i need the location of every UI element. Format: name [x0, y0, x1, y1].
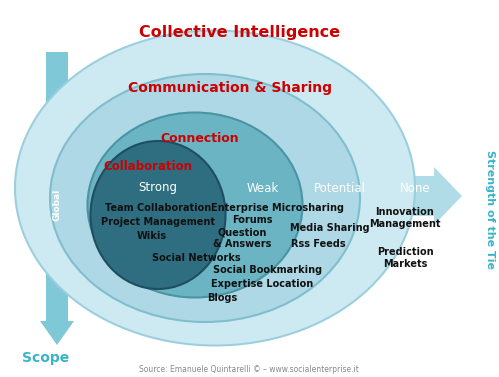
- Text: Rss Feeds: Rss Feeds: [291, 239, 345, 249]
- FancyArrow shape: [40, 52, 74, 345]
- Ellipse shape: [87, 112, 302, 297]
- Text: Media Sharing: Media Sharing: [290, 223, 370, 233]
- Text: Project Management: Project Management: [101, 217, 215, 227]
- Text: Team Collaboration: Team Collaboration: [105, 203, 211, 213]
- Text: Potential: Potential: [314, 181, 366, 195]
- Text: Connection: Connection: [161, 132, 240, 144]
- Text: Prediction
Markets: Prediction Markets: [377, 247, 433, 269]
- Text: Blogs: Blogs: [207, 293, 237, 303]
- Text: Source: Emanuele Quintarelli © – www.socialenterprise.it: Source: Emanuele Quintarelli © – www.soc…: [139, 365, 359, 374]
- Text: Scope: Scope: [22, 351, 69, 365]
- Text: Forums: Forums: [232, 215, 272, 225]
- Text: Strength of the Tie: Strength of the Tie: [485, 150, 495, 270]
- Text: Weak: Weak: [247, 181, 279, 195]
- Text: Strong: Strong: [139, 181, 178, 195]
- Text: Social Networks: Social Networks: [152, 253, 241, 263]
- Text: Collective Intelligence: Collective Intelligence: [139, 25, 340, 40]
- Text: Innovation
Management: Innovation Management: [369, 207, 441, 229]
- Text: Enterprise Microsharing: Enterprise Microsharing: [212, 203, 344, 213]
- Text: Expertise Location: Expertise Location: [211, 279, 313, 289]
- Text: Collaboration: Collaboration: [103, 161, 193, 173]
- Ellipse shape: [50, 74, 360, 322]
- Text: Communication & Sharing: Communication & Sharing: [128, 81, 332, 95]
- Text: None: None: [400, 181, 430, 195]
- Text: Social Bookmarking: Social Bookmarking: [214, 265, 322, 275]
- Ellipse shape: [15, 31, 415, 345]
- Text: Question
& Answers: Question & Answers: [213, 227, 271, 249]
- Text: Wikis: Wikis: [137, 231, 167, 241]
- Text: Global: Global: [52, 189, 61, 221]
- FancyArrow shape: [68, 167, 462, 225]
- Ellipse shape: [90, 141, 226, 289]
